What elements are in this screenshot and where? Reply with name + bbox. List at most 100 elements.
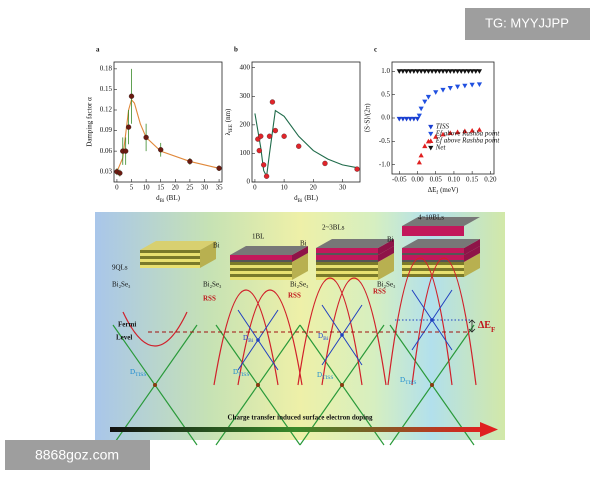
slab-layer <box>140 253 200 256</box>
point <box>444 69 450 74</box>
y-tick-label: 0.5 <box>381 90 390 98</box>
x-tick-label: 0.15 <box>466 176 479 184</box>
point <box>414 116 421 122</box>
d-main: D <box>233 368 238 376</box>
x-tick-label: 10 <box>143 184 151 192</box>
d-tiss-label: DTISS <box>317 371 333 382</box>
y-axis-label: Damping factor α <box>86 97 94 147</box>
slab-top <box>230 246 308 255</box>
panel-label: a <box>96 46 100 54</box>
bi-layer-edge <box>316 260 378 262</box>
point <box>476 82 483 87</box>
rss-label: RSS <box>203 295 216 303</box>
rss-band <box>387 257 477 386</box>
point <box>407 69 413 74</box>
label-sub: Bi <box>298 199 303 204</box>
substrate-label: Bi₂Se₃ <box>377 281 396 289</box>
plot-frame <box>251 61 361 183</box>
point <box>400 116 406 122</box>
d-sub: TISS <box>322 375 333 381</box>
point <box>429 69 435 74</box>
point <box>476 69 483 74</box>
d-tiss-label: DTISS <box>233 368 249 379</box>
label-sub: IEE <box>229 124 234 132</box>
point <box>272 127 279 134</box>
point <box>465 69 472 74</box>
point <box>469 128 475 133</box>
slab-layer <box>230 262 292 265</box>
point <box>447 130 453 136</box>
point <box>418 106 424 112</box>
x-tick-label: 0.20 <box>484 176 497 184</box>
top-layer-label: Bi <box>300 240 307 248</box>
y-tick-label: 200 <box>240 120 251 128</box>
slab-side <box>464 253 480 277</box>
y-tick-label: 0.15 <box>100 85 113 93</box>
label-unit: (BL) <box>304 194 318 202</box>
panel: 0.03 0.06 0.09 0.12 0.15 0.18 0 5 10 15 20 25 30 35 a d… <box>86 46 223 204</box>
d-main: D <box>317 371 322 379</box>
slab-layer <box>402 274 464 277</box>
stage-label: 9QLs <box>112 264 128 272</box>
y-tick-label: 0 <box>247 178 251 186</box>
point <box>117 170 123 176</box>
delta-arrow <box>468 319 476 333</box>
point <box>425 94 432 100</box>
point <box>396 116 402 122</box>
point <box>256 147 262 154</box>
point <box>418 152 424 158</box>
y-tick-label: 0.09 <box>100 126 113 134</box>
point <box>440 131 446 137</box>
point <box>403 69 410 74</box>
y-tick-label: 400 <box>240 63 251 71</box>
slab-layer <box>402 262 464 265</box>
watermark-box <box>5 440 150 470</box>
fit-line <box>116 98 220 172</box>
x-tick-label: 0 <box>115 184 119 192</box>
point <box>422 69 428 74</box>
point <box>266 133 273 139</box>
point <box>322 160 328 167</box>
bi-dirac-point <box>340 333 344 337</box>
x-tick-label: 0.05 <box>430 176 443 184</box>
bi-layer-edge <box>402 260 464 262</box>
point <box>447 69 453 74</box>
dirac-point <box>153 383 157 387</box>
rss-label: RSS <box>373 288 386 296</box>
point <box>469 82 475 88</box>
bi-layer <box>316 248 378 253</box>
x-tick-label: -0.05 <box>392 176 407 184</box>
slab-top <box>140 241 216 250</box>
substrate-label: Bi₂Se₃ <box>112 281 131 289</box>
x-tick-label: 15 <box>157 184 165 192</box>
substrate-label: Bi₂Se₃ <box>290 281 309 289</box>
point <box>440 69 446 74</box>
bi-side <box>378 239 394 255</box>
d-main: D <box>130 368 135 376</box>
point <box>296 143 302 149</box>
point <box>476 127 483 132</box>
point <box>425 69 432 74</box>
watermark-text: 8868goz.com <box>35 447 119 463</box>
label-main: d <box>156 194 160 202</box>
y-axis-label: ⟨S·S⟩/(2π) <box>364 103 372 133</box>
y-tick-label: -0.5 <box>379 137 391 145</box>
point <box>258 133 264 139</box>
x-tick-label: 25 <box>186 184 194 192</box>
point <box>354 166 360 172</box>
d-bi-label: DBi <box>318 332 329 343</box>
d-main: D <box>400 376 405 384</box>
slab-top <box>402 239 480 248</box>
d-tiss-label: DTISS <box>130 368 146 379</box>
slab-layer <box>402 265 464 268</box>
point <box>396 69 402 74</box>
top-layer-label: Bi <box>387 236 394 244</box>
label-unit: (BL) <box>166 194 180 202</box>
point <box>128 93 135 99</box>
point <box>462 128 468 134</box>
point <box>454 84 461 90</box>
d-sub: TISS <box>135 372 146 378</box>
d-tiss-label: DTISS <box>400 376 416 387</box>
point <box>281 133 287 139</box>
x-tick-label: 0.00 <box>411 176 424 184</box>
